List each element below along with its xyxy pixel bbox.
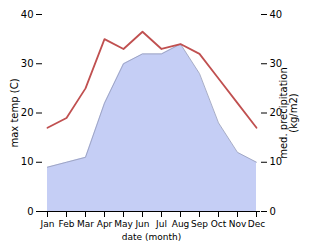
svg-text:Jul: Jul bbox=[155, 219, 167, 229]
svg-text:Apr: Apr bbox=[97, 219, 113, 229]
svg-text:40: 40 bbox=[21, 9, 34, 20]
svg-text:Oct: Oct bbox=[211, 219, 227, 229]
svg-text:Jun: Jun bbox=[134, 219, 149, 229]
svg-text:20: 20 bbox=[269, 107, 283, 119]
svg-text:10: 10 bbox=[269, 156, 283, 168]
svg-text:40: 40 bbox=[270, 9, 283, 20]
svg-text:Sep: Sep bbox=[191, 219, 208, 229]
svg-text:Aug: Aug bbox=[172, 219, 190, 229]
svg-text:20: 20 bbox=[21, 107, 34, 118]
svg-text:0: 0 bbox=[27, 206, 33, 217]
svg-text:30: 30 bbox=[21, 58, 34, 69]
svg-text:May: May bbox=[114, 219, 133, 229]
svg-text:Feb: Feb bbox=[59, 219, 75, 229]
svg-text:30: 30 bbox=[269, 58, 283, 69]
svg-text:Mar: Mar bbox=[77, 219, 94, 229]
svg-text:med. precipitation(kg/m2): med. precipitation(kg/m2) bbox=[278, 67, 299, 159]
svg-text:Jan: Jan bbox=[40, 219, 55, 229]
svg-text:Nov: Nov bbox=[229, 219, 247, 229]
svg-text:max temp (C): max temp (C) bbox=[9, 78, 20, 147]
svg-text:Dec: Dec bbox=[248, 219, 265, 229]
svg-text:0: 0 bbox=[270, 206, 276, 217]
svg-text:date (month): date (month) bbox=[122, 232, 181, 242]
svg-text:10: 10 bbox=[21, 156, 34, 167]
